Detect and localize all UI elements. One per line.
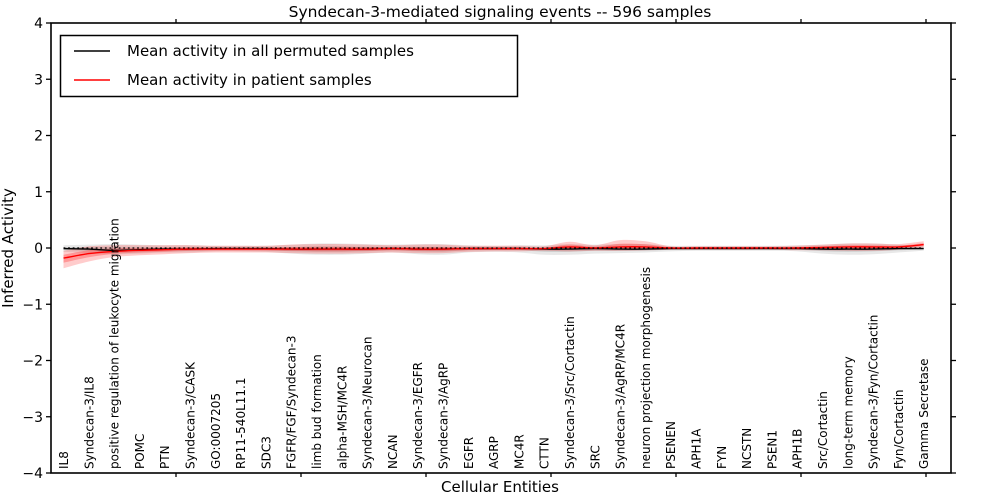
x-tick-label: FYN xyxy=(715,446,729,469)
x-tick-label: Syndecan-3/Src/Cortactin xyxy=(563,316,577,469)
plot-area: 4 3 2 1 0 −1 −2 −3 −4 IL8 Syndecan-3/IL8 positive r… xyxy=(22,16,956,482)
x-axis-label: Cellular Entities xyxy=(441,478,559,496)
x-tick-label: limb bud formation xyxy=(310,354,324,469)
x-tick-label: APH1B xyxy=(791,429,805,469)
legend-label-patient: Mean activity in patient samples xyxy=(127,71,372,89)
x-tick-label: POMC xyxy=(133,434,147,469)
x-tick-label: Syndecan-3/AgRP xyxy=(437,363,451,469)
x-tick-label: MC4R xyxy=(512,434,526,469)
x-tick-label: NCAN xyxy=(386,434,400,469)
x-tick-label: Syndecan-3/AgRP/MC4R xyxy=(614,324,628,469)
x-tick-label: AGRP xyxy=(487,436,501,469)
y-tick-label: 1 xyxy=(34,185,43,201)
x-tick-label: long-term memory xyxy=(841,356,855,469)
x-tick-label: Syndecan-3/EGFR xyxy=(411,362,425,469)
x-tick-label: IL8 xyxy=(57,451,71,469)
y-tick-label: −1 xyxy=(22,297,43,313)
y-tick-label: 3 xyxy=(34,72,43,88)
x-tick-label: neuron projection morphogenesis xyxy=(639,267,653,469)
x-tick-label: alpha-MSH/MC4R xyxy=(335,366,349,469)
patient-mean-line xyxy=(63,243,924,259)
legend: Mean activity in all permuted samples Me… xyxy=(59,34,519,98)
x-tick-label: Syndecan-3/Neurocan xyxy=(361,337,375,469)
x-tick-label: Src/Cortactin xyxy=(816,391,830,469)
x-tick-label: CTTN xyxy=(538,437,552,469)
x-tick-label: positive regulation of leukocyte migrati… xyxy=(108,218,122,469)
x-tick-label: PSEN1 xyxy=(765,430,779,469)
x-tick-label: SRC xyxy=(588,445,602,469)
x-tick-label: SDC3 xyxy=(259,436,273,469)
x-tick-label: Syndecan-3/IL8 xyxy=(82,376,96,469)
x-tick-label: PSENEN xyxy=(664,421,678,469)
chart-title: Syndecan-3-mediated signaling events -- … xyxy=(289,3,712,21)
y-tick-label: 0 xyxy=(34,241,43,257)
y-axis-label: Inferred Activity xyxy=(0,188,17,308)
y-tick-label: 4 xyxy=(34,16,43,32)
x-tick-label: GO:0007205 xyxy=(209,393,223,469)
patient-band-outer xyxy=(63,239,924,269)
legend-box xyxy=(59,34,519,98)
x-tick-label: Fyn/Cortactin xyxy=(892,389,906,469)
x-tick-label: FGFR/FGF/Syndecan-3 xyxy=(285,336,299,469)
legend-label-permuted: Mean activity in all permuted samples xyxy=(127,42,414,60)
x-tick-label: PTN xyxy=(158,445,172,469)
x-tick-label: Syndecan-3/CASK xyxy=(184,361,198,469)
y-tick-label: −4 xyxy=(22,466,43,482)
x-tick-label: Gamma Secretase xyxy=(917,358,931,469)
x-tick-label: NCSTN xyxy=(740,428,754,469)
x-tick-label: Syndecan-3/Fyn/Cortactin xyxy=(867,315,881,469)
x-tick-label: APH1A xyxy=(690,428,704,469)
x-tick-label: RP11-540L11.1 xyxy=(234,378,248,469)
y-tick-label: −3 xyxy=(22,410,43,426)
x-tick-label: EGFR xyxy=(462,437,476,469)
y-tick-label: 2 xyxy=(34,129,43,145)
y-tick-label: −2 xyxy=(22,354,43,370)
